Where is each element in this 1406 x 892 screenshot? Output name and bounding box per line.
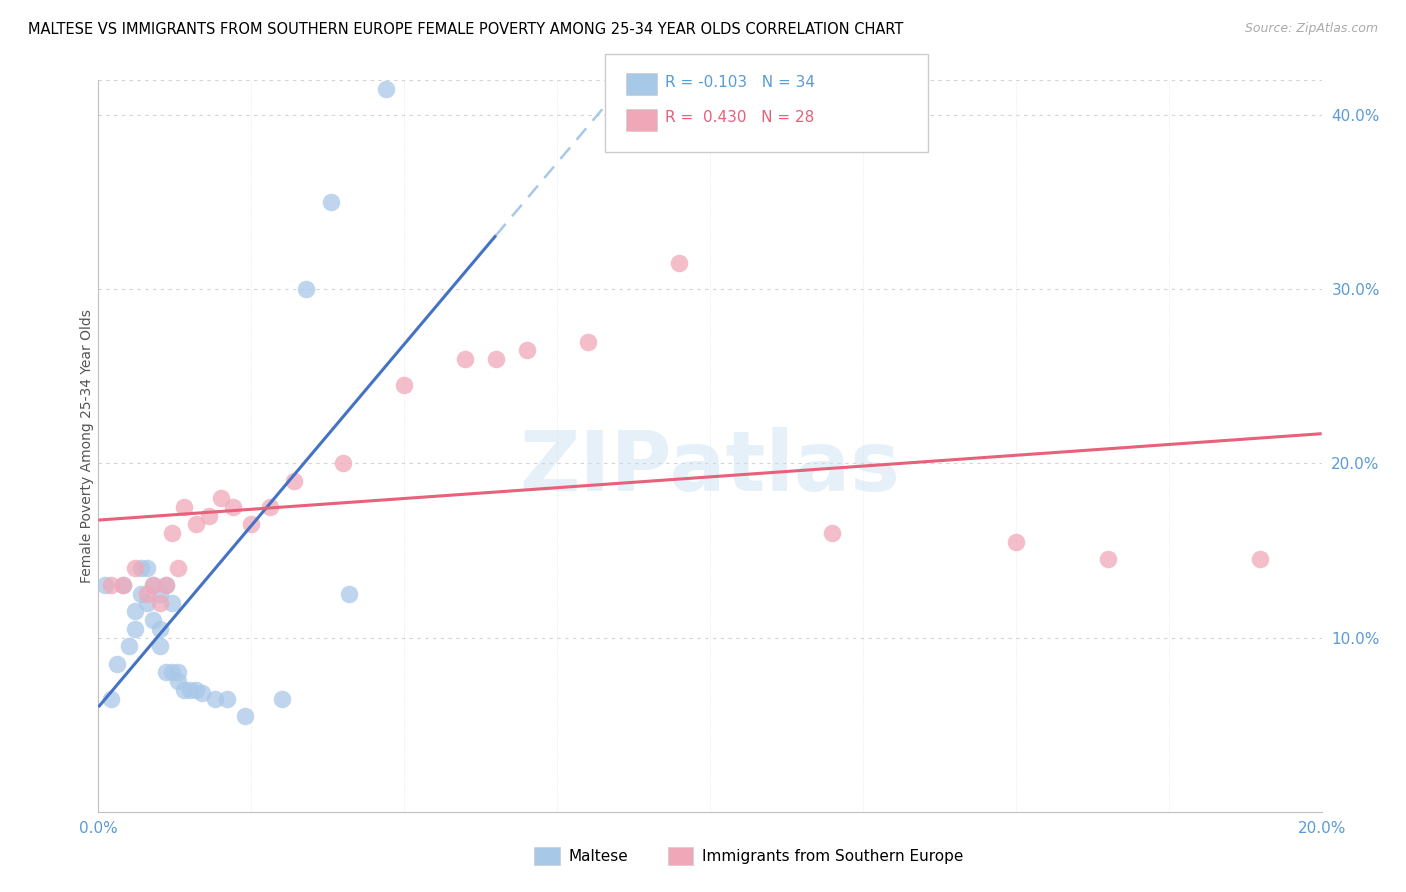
Point xyxy=(337,587,360,601)
Point xyxy=(240,517,263,532)
Point xyxy=(1004,534,1026,549)
Point xyxy=(100,578,122,592)
Point xyxy=(124,561,146,575)
Point xyxy=(129,587,152,601)
Point xyxy=(191,686,214,700)
Point xyxy=(93,578,115,592)
Point xyxy=(204,691,226,706)
Text: Maltese: Maltese xyxy=(568,849,627,863)
Point xyxy=(149,622,172,636)
Point xyxy=(167,665,190,680)
Point xyxy=(173,500,195,514)
Point xyxy=(124,622,146,636)
Point xyxy=(136,596,159,610)
Point xyxy=(332,457,354,471)
Point xyxy=(270,691,292,706)
Text: ZIPatlas: ZIPatlas xyxy=(520,427,900,508)
Point xyxy=(167,561,190,575)
Text: MALTESE VS IMMIGRANTS FROM SOUTHERN EUROPE FEMALE POVERTY AMONG 25-34 YEAR OLDS : MALTESE VS IMMIGRANTS FROM SOUTHERN EURO… xyxy=(28,22,904,37)
Text: R = -0.103   N = 34: R = -0.103 N = 34 xyxy=(665,75,815,89)
Point xyxy=(179,682,201,697)
Point xyxy=(160,665,183,680)
Point xyxy=(136,561,159,575)
Point xyxy=(374,82,396,96)
Point xyxy=(668,256,690,270)
Point xyxy=(155,578,177,592)
Point xyxy=(1097,552,1119,566)
Point xyxy=(576,334,599,349)
Point xyxy=(295,282,318,296)
Text: Immigrants from Southern Europe: Immigrants from Southern Europe xyxy=(702,849,963,863)
Point xyxy=(283,474,305,488)
Point xyxy=(186,682,208,697)
Point xyxy=(149,596,172,610)
Text: Source: ZipAtlas.com: Source: ZipAtlas.com xyxy=(1244,22,1378,36)
Point xyxy=(160,596,183,610)
Point xyxy=(142,613,165,627)
Y-axis label: Female Poverty Among 25-34 Year Olds: Female Poverty Among 25-34 Year Olds xyxy=(80,309,94,583)
Point xyxy=(259,500,281,514)
Point xyxy=(197,508,219,523)
Point xyxy=(222,500,245,514)
Point xyxy=(516,343,538,358)
Point xyxy=(142,578,165,592)
Point xyxy=(160,526,183,541)
Point xyxy=(319,195,342,210)
Point xyxy=(485,351,508,366)
Point xyxy=(233,709,256,723)
Point xyxy=(100,691,122,706)
Point xyxy=(209,491,232,506)
Point xyxy=(111,578,134,592)
Point xyxy=(1249,552,1271,566)
Point xyxy=(454,351,477,366)
Point xyxy=(215,691,238,706)
Point xyxy=(129,561,152,575)
Point xyxy=(392,378,416,392)
Point xyxy=(155,578,177,592)
Point xyxy=(142,578,165,592)
Point xyxy=(124,604,146,618)
Point xyxy=(167,674,190,689)
Point xyxy=(111,578,134,592)
Point xyxy=(821,526,844,541)
Point xyxy=(136,587,159,601)
Point xyxy=(155,665,177,680)
Point xyxy=(173,682,195,697)
Point xyxy=(149,640,172,654)
Point xyxy=(149,587,172,601)
Point xyxy=(186,517,208,532)
Point xyxy=(105,657,128,671)
Point xyxy=(118,640,141,654)
Text: R =  0.430   N = 28: R = 0.430 N = 28 xyxy=(665,111,814,125)
